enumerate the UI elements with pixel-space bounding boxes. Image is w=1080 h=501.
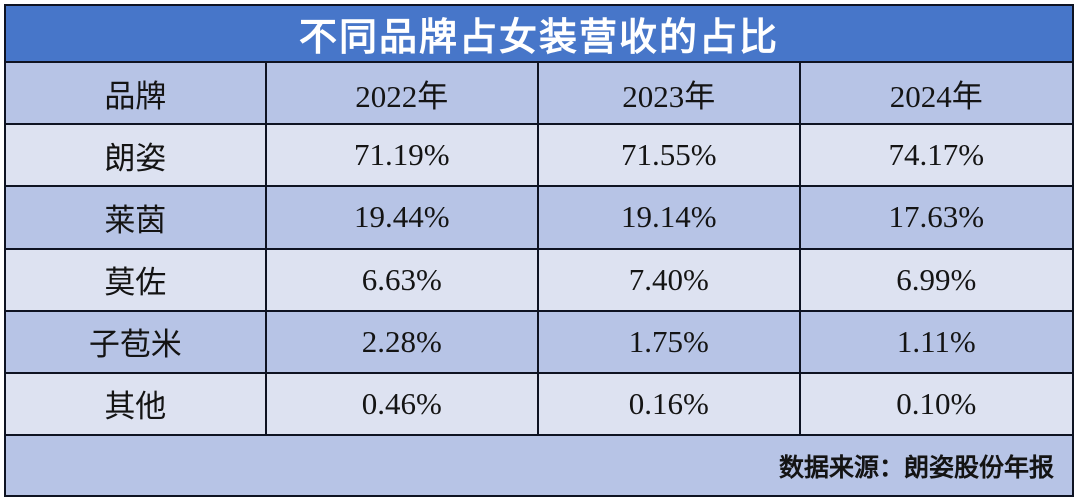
value-cell: 6.63% <box>266 249 537 310</box>
value-cell: 17.63% <box>800 187 1072 248</box>
value-cell: 19.44% <box>266 187 537 248</box>
value-cell: 74.17% <box>800 125 1072 186</box>
value-cell: 1.75% <box>538 311 799 372</box>
brand-cell: 子苞米 <box>6 311 265 372</box>
table-title: 不同品牌占女装营收的占比 <box>298 17 779 59</box>
column-header-2022: 2022年 <box>266 63 537 124</box>
brand-cell: 朗姿 <box>6 125 265 186</box>
value-cell: 19.14% <box>538 187 799 248</box>
table-grid: 品牌 2022年 2023年 2024年 朗姿 71.19% 71.55% 74… <box>6 63 1072 434</box>
column-header-2023: 2023年 <box>538 63 799 124</box>
data-source-bar: 数据来源：朗姿股份年报 <box>6 436 1072 495</box>
value-cell: 0.16% <box>538 373 799 434</box>
value-cell: 0.10% <box>800 373 1072 434</box>
value-cell: 7.40% <box>538 249 799 310</box>
value-cell: 0.46% <box>266 373 537 434</box>
revenue-share-table: 不同品牌占女装营收的占比 品牌 2022年 2023年 2024年 朗姿 71.… <box>4 4 1074 497</box>
value-cell: 2.28% <box>266 311 537 372</box>
brand-cell: 其他 <box>6 373 265 434</box>
table-title-bar: 不同品牌占女装营收的占比 <box>6 6 1072 61</box>
value-cell: 71.55% <box>538 125 799 186</box>
brand-cell: 莱茵 <box>6 187 265 248</box>
value-cell: 1.11% <box>800 311 1072 372</box>
column-header-2024: 2024年 <box>800 63 1072 124</box>
column-header-brand: 品牌 <box>6 63 265 124</box>
data-source-note: 数据来源：朗姿股份年报 <box>778 454 1054 482</box>
brand-cell: 莫佐 <box>6 249 265 310</box>
value-cell: 71.19% <box>266 125 537 186</box>
value-cell: 6.99% <box>800 249 1072 310</box>
